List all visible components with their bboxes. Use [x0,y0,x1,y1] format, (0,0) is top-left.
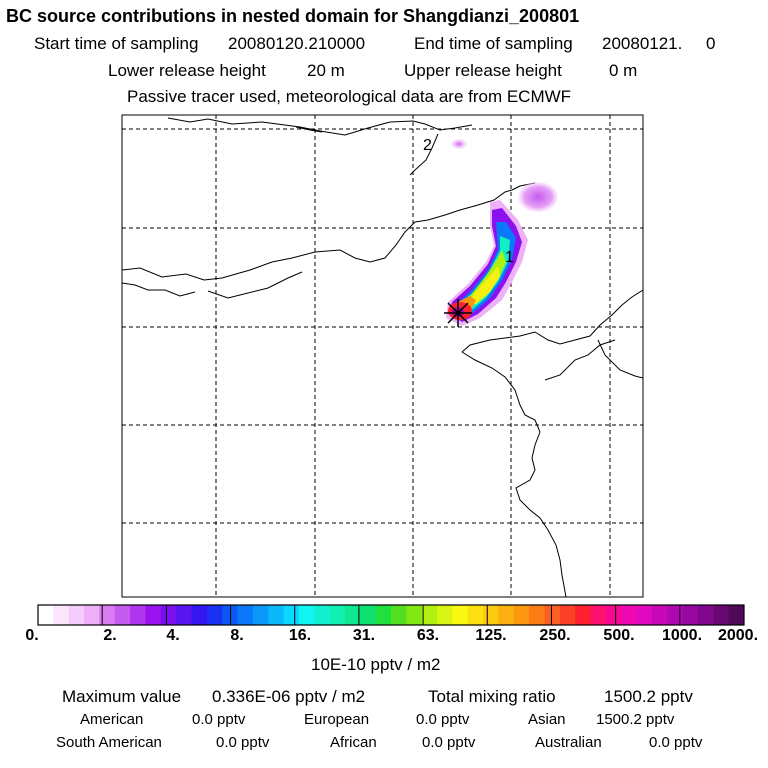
colorbar-swatch [529,605,545,625]
colorbar-swatch [145,605,162,625]
colorbar-label: 2. [103,627,117,644]
region-name-african: African [330,734,377,751]
colorbar-swatch [590,605,607,625]
total-mixing-value: 1500.2 pptv [604,687,693,706]
colorbar-label: 8. [230,627,244,644]
colorbar-label: 2000. [717,627,759,644]
region-value-african: 0.0 pptv [422,734,476,751]
tracer-note: Passive tracer used, meteorological data… [127,87,572,106]
colorbar-swatch [697,605,714,625]
colorbar-label: 4. [166,627,180,644]
colorbar-swatch [406,605,423,625]
colorbar [38,605,745,625]
region-name-asian: Asian [528,711,566,728]
colorbar-swatch [636,605,653,625]
colorbar-swatch [437,605,453,625]
upper-release-value: 0 m [609,61,638,80]
colorbar-swatch [575,605,592,625]
colorbar-swatch [452,605,469,625]
start-time-value: 20080120.210000 [228,34,366,53]
colorbar-dividers [101,605,681,625]
start-time-label: Start time of sampling [34,34,199,53]
colorbar-frame [37,604,745,626]
colorbar-swatch [68,605,85,625]
colorbar-swatch [130,605,146,625]
colorbar-label: 63. [416,627,440,644]
colorbar-swatch [114,605,131,625]
colorbar-swatch [314,605,331,625]
region-value-asian: 1500.2 pptv [596,711,675,728]
colorbar-swatch [621,605,638,625]
marker-label-2: 2 [423,137,432,154]
region-name-australian: Australian [535,734,602,751]
colorbar-swatch [728,605,745,625]
colorbar-swatch [651,605,668,625]
colorbar-swatch [605,605,622,625]
colorbar-swatch [99,605,116,625]
colorbar-label: 0. [25,627,39,644]
colorbar-swatch [237,605,254,625]
region-name-european: European [304,711,370,728]
colorbar-swatch [682,605,699,625]
colorbar-swatch [713,605,730,625]
colorbar-swatch [667,605,684,625]
colorbar-swatch [283,605,300,625]
upper-release-label: Upper release height [404,61,562,80]
colorbar-swatch [38,605,54,625]
colorbar-swatch [467,605,484,625]
colorbar-swatch [191,605,208,625]
region-value-south-american: 0.0 pptv [216,734,270,751]
marker-label-1: 1 [505,249,514,266]
colorbar-swatch [483,605,499,625]
colorbar-label: 500. [603,627,635,644]
colorbar-label: 125. [475,627,507,644]
region-value-european: 0.0 pptv [416,711,470,728]
colorbar-swatch [298,605,315,625]
lower-release-value: 20 m [307,61,345,80]
map-frame [121,114,644,598]
colorbar-swatch [329,605,346,625]
region-value-australian: 0.0 pptv [649,734,703,751]
colorbar-label: 250. [539,627,571,644]
colorbar-swatch [176,605,192,625]
region-value-american: 0.0 pptv [192,711,246,728]
receptor-star-icon [444,299,472,327]
plot-title: BC source contributions in nested domain… [6,6,580,26]
colorbar-swatch [344,605,361,625]
max-value-label: Maximum value [62,687,182,706]
colorbar-swatch [559,605,576,625]
colorbar-unit: 10E-10 pptv / m2 [311,655,441,674]
colorbar-swatch [360,605,377,625]
colorbar-label: 31. [352,627,376,644]
colorbar-swatch [84,605,100,625]
region-name-american: American [80,711,144,728]
end-time-value: 20080121. 0 [602,34,716,53]
colorbar-swatch [252,605,269,625]
colorbar-swatch [53,605,70,625]
colorbar-swatch [391,605,407,625]
colorbar-swatch [268,605,285,625]
region-name-south-american: South American [56,734,162,751]
colorbar-swatch [421,605,438,625]
lower-release-label: Lower release height [108,61,266,80]
coastlines [122,117,643,597]
concentration-field [446,139,558,326]
colorbar-swatch [498,605,515,625]
colorbar-label: 1000. [661,627,703,644]
colorbar-swatch [160,605,177,625]
grid-lines [122,115,643,597]
colorbar-label: 16. [288,627,312,644]
colorbar-swatch [513,605,530,625]
end-time-label: End time of sampling [414,34,573,53]
max-value: 0.336E-06 pptv / m2 [212,687,366,706]
colorbar-swatch [375,605,392,625]
colorbar-swatch [206,605,223,625]
total-mixing-label: Total mixing ratio [428,687,556,706]
colorbar-swatch [544,605,561,625]
